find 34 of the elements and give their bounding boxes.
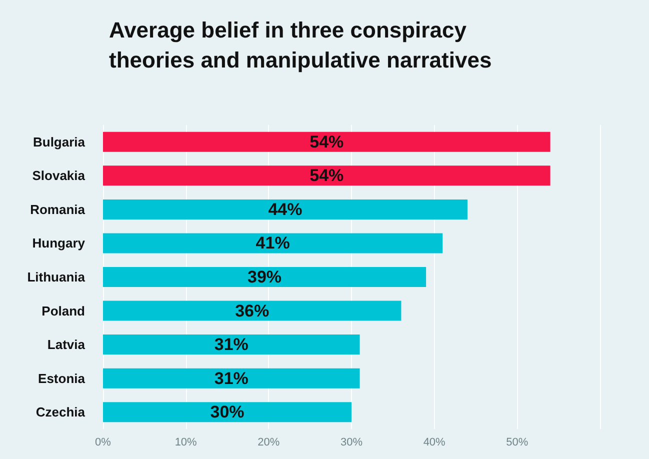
y-tick-label: Latvia: [47, 337, 86, 352]
bar: [103, 233, 443, 254]
bar: [103, 267, 426, 287]
y-tick-label: Lithuania: [27, 270, 86, 284]
bar: [103, 368, 360, 388]
x-tick-label: 40%: [423, 436, 446, 448]
data-label: 54%: [310, 132, 344, 152]
y-tick-label: Slovakia: [32, 168, 86, 184]
data-label: 36%: [235, 301, 270, 320]
bar: [103, 199, 468, 220]
y-tick-label: Hungary: [32, 236, 86, 251]
chart-title: Average belief in three conspiracy theories and manipulative narratives: [109, 18, 492, 72]
bar: [103, 166, 550, 186]
bar: [103, 300, 402, 321]
data-label: 31%: [214, 368, 248, 388]
data-label: 39%: [248, 268, 282, 286]
y-tick-label: Estonia: [38, 370, 86, 386]
x-tick-label: 10%: [174, 436, 198, 448]
y-tick-label: Poland: [42, 303, 86, 318]
y-tick-label: Czechia: [36, 404, 86, 420]
bar: [103, 132, 550, 152]
y-tick-label: Romania: [30, 202, 86, 217]
y-tick-label: Bulgaria: [32, 134, 86, 150]
bar: [103, 402, 352, 422]
x-tick-label: 0%: [95, 436, 112, 448]
bar: [103, 334, 360, 355]
data-label: 30%: [210, 402, 244, 422]
data-label: 44%: [268, 200, 302, 219]
x-tick-label: 20%: [258, 436, 280, 448]
x-tick-label: 30%: [340, 436, 363, 448]
data-label: 41%: [256, 234, 290, 253]
data-label: 54%: [310, 166, 344, 186]
x-tick-label: 50%: [506, 436, 528, 448]
data-label: 31%: [214, 335, 248, 354]
